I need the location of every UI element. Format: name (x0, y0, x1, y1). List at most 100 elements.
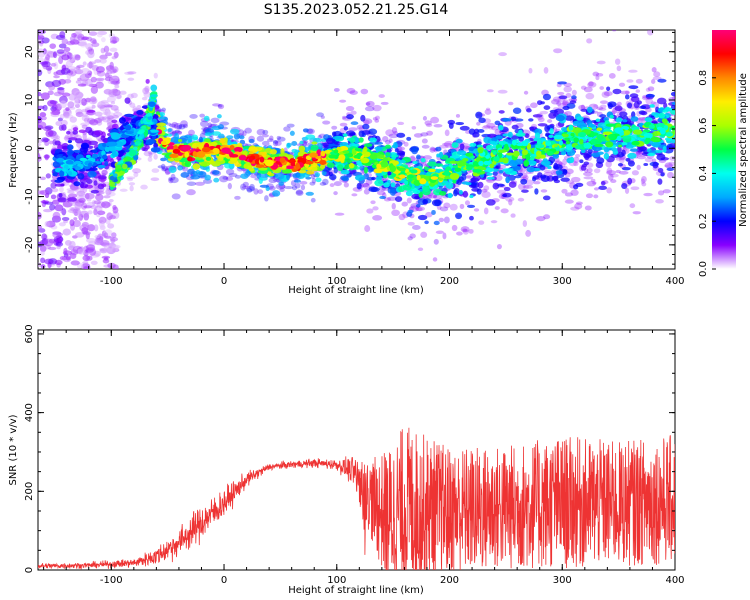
spectrogram-cell (44, 220, 51, 227)
spectrogram-cell (374, 146, 384, 151)
spectrogram-cell (101, 201, 111, 209)
spectrogram-cell (670, 125, 675, 131)
spectrogram-cell (345, 106, 355, 112)
spectrogram-cell (596, 127, 603, 131)
spectrogram-cell (659, 127, 666, 135)
spectrogram-cell (339, 99, 347, 103)
spectrogram-cell (409, 233, 416, 239)
spectrogram-cell (522, 220, 528, 227)
spectrogram-cell (624, 94, 630, 100)
spectrogram-cell (114, 84, 120, 89)
spectrogram-cell (483, 185, 490, 191)
spectrogram-cell (486, 176, 495, 180)
spectrogram-cell (67, 139, 73, 144)
spectrogram-cell (626, 79, 634, 83)
spectrogram-cell (170, 173, 176, 181)
spectrogram-cell (618, 82, 626, 87)
spectrogram-cell (485, 144, 494, 150)
spectrogram-cell (103, 244, 114, 253)
spectrogram-cell (329, 174, 337, 181)
spectrogram-cell (97, 115, 105, 122)
spectrogram-cell (351, 193, 358, 197)
spectrogram-cell (601, 91, 610, 98)
spectrogram-cell (558, 140, 563, 146)
spectrogram-cell (40, 257, 46, 264)
spectrogram-cell (364, 225, 371, 232)
spectrogram-cell (277, 136, 286, 142)
spectrogram-cell (62, 228, 71, 236)
spectrogram-cell (38, 48, 44, 52)
spectrogram-cell (612, 88, 622, 95)
spectrogram-cell (111, 150, 117, 158)
spectrogram-cell (295, 190, 304, 197)
spectrogram-cell (451, 142, 459, 149)
spectrogram-cell (62, 250, 72, 256)
spectrogram-cell (50, 135, 61, 140)
spectrogram-cell (639, 105, 647, 109)
spectrogram-cell (662, 146, 667, 153)
spectrogram-cell (160, 163, 166, 170)
spectrogram-cell (455, 121, 465, 126)
spectrogram-cell (530, 102, 538, 109)
spectrogram-cell (435, 230, 445, 235)
spectrogram-cell (420, 157, 426, 163)
spectrogram-cell (365, 179, 373, 185)
spectrogram-cell (150, 177, 160, 182)
spectrogram-cell (464, 200, 470, 206)
spectrogram-cell (521, 189, 529, 193)
spectrogram-cell (41, 61, 51, 68)
spectrogram-cell (404, 180, 409, 186)
spectrogram-cell (643, 132, 653, 138)
spectrogram-cell (542, 195, 551, 201)
spectrogram-cell (73, 217, 78, 221)
spectrogram-cell (52, 199, 60, 205)
spectrogram-cell (132, 168, 141, 174)
spectrogram-cell (542, 158, 548, 163)
spectrogram-cell (396, 132, 406, 138)
spectrogram-cell (564, 137, 570, 141)
spectrogram-cell (411, 126, 417, 130)
spectrogram-cell (65, 255, 71, 261)
spectrogram-cell (554, 157, 560, 163)
spectrogram-cell (606, 86, 611, 92)
spectrogram-cell (442, 232, 447, 240)
spectrogram-cell (645, 93, 656, 98)
spectrogram-cell (319, 182, 327, 186)
spectrogram-cell (61, 124, 67, 131)
spectrogram-cell (360, 114, 366, 122)
spectrogram-cell (358, 137, 364, 143)
spectrogram-cell (91, 153, 98, 159)
spectrogram-cell (517, 172, 524, 177)
spectrogram-cell (180, 120, 188, 128)
spectrogram-cell (69, 209, 76, 213)
spectrogram-cell (650, 136, 661, 142)
spectrogram-cell (40, 250, 45, 256)
spectrogram-cell (93, 200, 101, 205)
spectrogram-cell (316, 112, 325, 117)
spectrogram-cell (258, 174, 269, 178)
spectrogram-cell (372, 214, 383, 221)
spectrogram-cell (112, 204, 117, 210)
spectrogram-cell (598, 185, 608, 191)
spectrogram-cell (438, 151, 444, 158)
spectrogram-cell (485, 199, 496, 206)
spectrogram-cell (569, 156, 575, 164)
spectrogram-cell (114, 108, 120, 113)
spectrogram-cell (111, 55, 117, 60)
spectrogram-cell (528, 67, 533, 74)
spectrogram-cell (196, 150, 206, 158)
spectrogram-cell (109, 47, 118, 52)
spectrogram-cell (666, 143, 673, 149)
spectrogram-cell (625, 144, 634, 149)
spectrogram-cell (238, 129, 245, 137)
spectrogram-cell (87, 224, 96, 232)
spectrogram-cell (74, 188, 83, 193)
spectrogram-cell (51, 188, 59, 193)
spectrogram-cell (99, 105, 107, 112)
spectrogram-cell (74, 201, 82, 210)
spectrogram-cell (525, 229, 532, 237)
spectrogram-cell (38, 69, 43, 77)
spectrogram-cell (603, 91, 613, 97)
spectrogram-cell (477, 149, 484, 154)
